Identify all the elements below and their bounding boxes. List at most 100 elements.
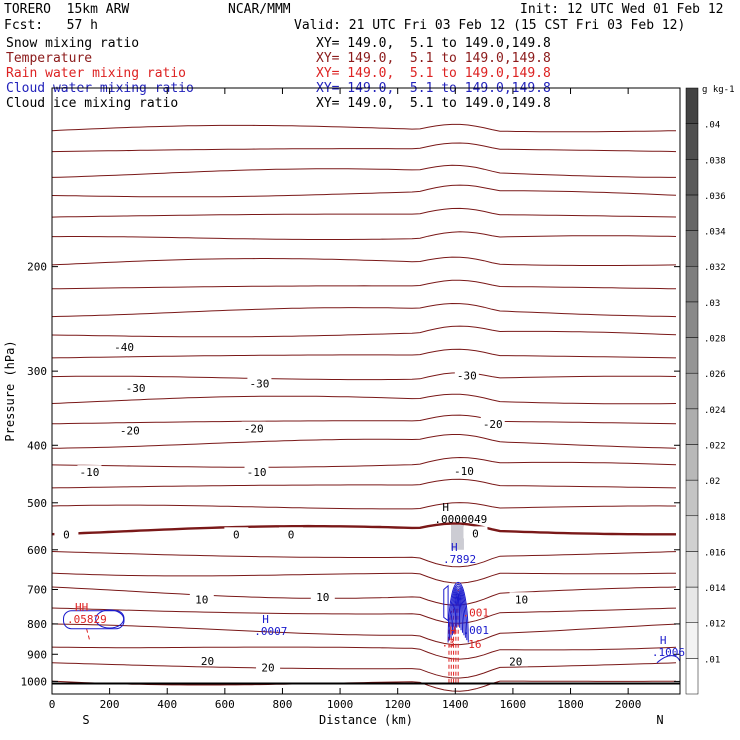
colorbar-segment [685, 586, 699, 623]
x-tick-label: 0 [49, 698, 56, 711]
x-tick-label: 1800 [557, 698, 584, 711]
colorbar-segment [685, 87, 699, 124]
cloud-water-contour [95, 609, 125, 629]
cloud-water-contour [449, 584, 468, 641]
colorbar-segment [685, 230, 699, 267]
field-temperature: Temperature [6, 51, 93, 66]
colorbar-tick-label: .012 [704, 620, 726, 630]
isotherm-line [51, 393, 677, 405]
y-tick-label: 700 [27, 584, 47, 597]
colorbar-tick-label: .018 [704, 513, 726, 523]
colorbar-tick-label: .022 [704, 441, 726, 451]
center-title: NCAR/MMM [228, 2, 291, 17]
x-axis-label: Distance (km) [319, 713, 413, 727]
extremum-value: .3 [442, 637, 455, 650]
colorbar-segment [685, 123, 699, 160]
colorbar-units: g kg-1 [702, 85, 735, 95]
north-label: N [656, 713, 663, 727]
temp-label-bg [463, 526, 488, 539]
isotherm-line [51, 551, 677, 568]
cloud-water-contours [63, 581, 681, 664]
colorbar-tick-label: .032 [704, 263, 726, 273]
isotherm-line [51, 256, 677, 266]
field-snow: Snow mixing ratio [6, 36, 140, 51]
x-tick-label: 1600 [500, 698, 527, 711]
extremum-value: .05829 [67, 613, 107, 626]
temp-label-bg [509, 592, 534, 605]
field-rain-coords: XY= 149.0, 5.1 to 149.0,149.8 [316, 66, 551, 81]
isotherm-line [52, 231, 677, 240]
isotherm-line [51, 572, 677, 584]
cloud-water-contour [447, 581, 469, 643]
x-tick-label: 1400 [442, 698, 469, 711]
extremum-letter: H [442, 501, 449, 514]
south-label: S [82, 713, 89, 727]
colorbar-segment [685, 515, 699, 552]
field-cloud-ice-coords: XY= 149.0, 5.1 to 149.0,149.8 [316, 96, 551, 111]
y-tick-label: 600 [27, 544, 47, 557]
temp-label-bg [451, 464, 476, 477]
temperature-label: 0 [63, 528, 70, 541]
temperature-label: 20 [201, 655, 214, 668]
temperature-label: -10 [80, 466, 100, 479]
colorbar-tick-label: .04 [704, 121, 720, 131]
x-tick-label: 600 [215, 698, 235, 711]
isotherm-line [51, 586, 677, 606]
temperature-label: -20 [120, 425, 140, 438]
field-rain: Rain water mixing ratio [6, 66, 187, 81]
colorbar-tick-label: .016 [704, 548, 726, 558]
colorbar-segment [685, 408, 699, 445]
isotherm-line [51, 372, 677, 381]
valid-time: Valid: 21 UTC Fri 03 Feb 12 (15 CST Fri … [294, 18, 686, 33]
isotherm-line [51, 123, 677, 133]
y-tick-label: 900 [27, 648, 47, 661]
x-tick-label: 400 [157, 698, 177, 711]
colorbar-tick-label: .01 [704, 655, 720, 665]
colorbar-tick-label: .034 [704, 228, 726, 238]
temp-label-bg [224, 527, 249, 540]
x-tick-label: 200 [100, 698, 120, 711]
extremum-letter: H [262, 613, 269, 626]
cloud-water-contour [453, 589, 464, 633]
cloud-water-contour [454, 591, 462, 631]
temperature-label: -30 [457, 369, 477, 382]
colorbar-tick-label: .028 [704, 335, 726, 345]
temperature-label: 0 [233, 528, 240, 541]
y-tick-label: 1000 [21, 675, 48, 688]
isotherm-line [51, 623, 677, 646]
isotherm-line [51, 302, 677, 318]
x-tick-label: 1200 [384, 698, 411, 711]
isotherm-line [51, 164, 676, 178]
extremum-letter: HH [75, 601, 88, 614]
temp-label-bg [480, 416, 505, 429]
temperature-label: 20 [509, 655, 522, 668]
extremum-value: .0007 [254, 625, 287, 638]
temperature-contours [51, 123, 677, 692]
temperature-label: -30 [126, 382, 146, 395]
colorbar-segment [685, 194, 699, 231]
colorbar-segment [685, 479, 699, 517]
y-axis-label: Pressure (hPa) [3, 340, 17, 441]
temp-label-bg [503, 654, 528, 667]
cloud-fill-layer [450, 524, 464, 550]
temp-label-bg [247, 376, 272, 389]
isotherm-line [51, 142, 677, 153]
temp-label-bg [117, 423, 142, 436]
colorbar-tick-label: .014 [704, 584, 726, 594]
cloud-water-contour [450, 585, 466, 638]
isotherm-line [51, 348, 677, 359]
temperature-label: -20 [483, 418, 503, 431]
x-tick-label: 800 [273, 698, 293, 711]
field-snow-coords: XY= 149.0, 5.1 to 149.0,149.8 [316, 36, 551, 51]
cloud-water-contour [451, 587, 465, 636]
isotherm-line [51, 456, 677, 468]
temp-label-bg [112, 339, 137, 352]
field-cloud-ice: Cloud ice mixing ratio [6, 96, 179, 111]
colorbar-tick-label: .024 [704, 406, 726, 416]
temp-label-bg [241, 421, 266, 434]
colorbar-segment [685, 444, 699, 481]
temperature-label: 10 [316, 591, 329, 604]
isotherm-line [51, 607, 677, 624]
colorbar: .01 .012 .014 .016 .018 .02 .022 .024 .026 .028 .0… [685, 85, 735, 695]
colorbar-segment [685, 337, 699, 374]
